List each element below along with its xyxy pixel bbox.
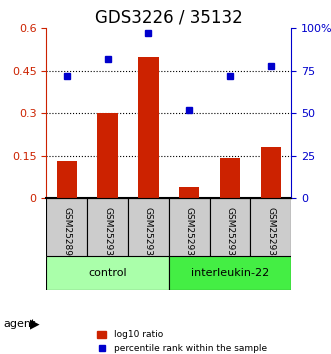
Bar bbox=[57, 161, 77, 198]
Text: GSM252931: GSM252931 bbox=[103, 207, 112, 262]
Title: GDS3226 / 35132: GDS3226 / 35132 bbox=[95, 9, 243, 27]
Legend: log10 ratio, percentile rank within the sample: log10 ratio, percentile rank within the … bbox=[94, 327, 270, 354]
Text: GSM252933: GSM252933 bbox=[185, 207, 194, 262]
Bar bbox=[138, 57, 159, 198]
FancyBboxPatch shape bbox=[128, 198, 169, 256]
Text: agent: agent bbox=[3, 319, 36, 329]
Bar bbox=[97, 113, 118, 198]
Bar bbox=[261, 147, 281, 198]
FancyBboxPatch shape bbox=[46, 198, 87, 256]
Text: interleukin-22: interleukin-22 bbox=[191, 268, 269, 278]
FancyBboxPatch shape bbox=[251, 198, 291, 256]
Text: GSM252932: GSM252932 bbox=[144, 207, 153, 262]
Text: GSM252934: GSM252934 bbox=[225, 207, 235, 262]
FancyBboxPatch shape bbox=[46, 256, 169, 290]
Text: GSM252935: GSM252935 bbox=[266, 207, 275, 262]
FancyBboxPatch shape bbox=[87, 198, 128, 256]
Text: control: control bbox=[88, 268, 127, 278]
FancyBboxPatch shape bbox=[210, 198, 251, 256]
Text: GSM252890: GSM252890 bbox=[62, 207, 71, 262]
Text: ▶: ▶ bbox=[30, 318, 39, 330]
FancyBboxPatch shape bbox=[169, 256, 291, 290]
Bar bbox=[220, 159, 240, 198]
FancyBboxPatch shape bbox=[169, 198, 210, 256]
Bar bbox=[179, 187, 199, 198]
